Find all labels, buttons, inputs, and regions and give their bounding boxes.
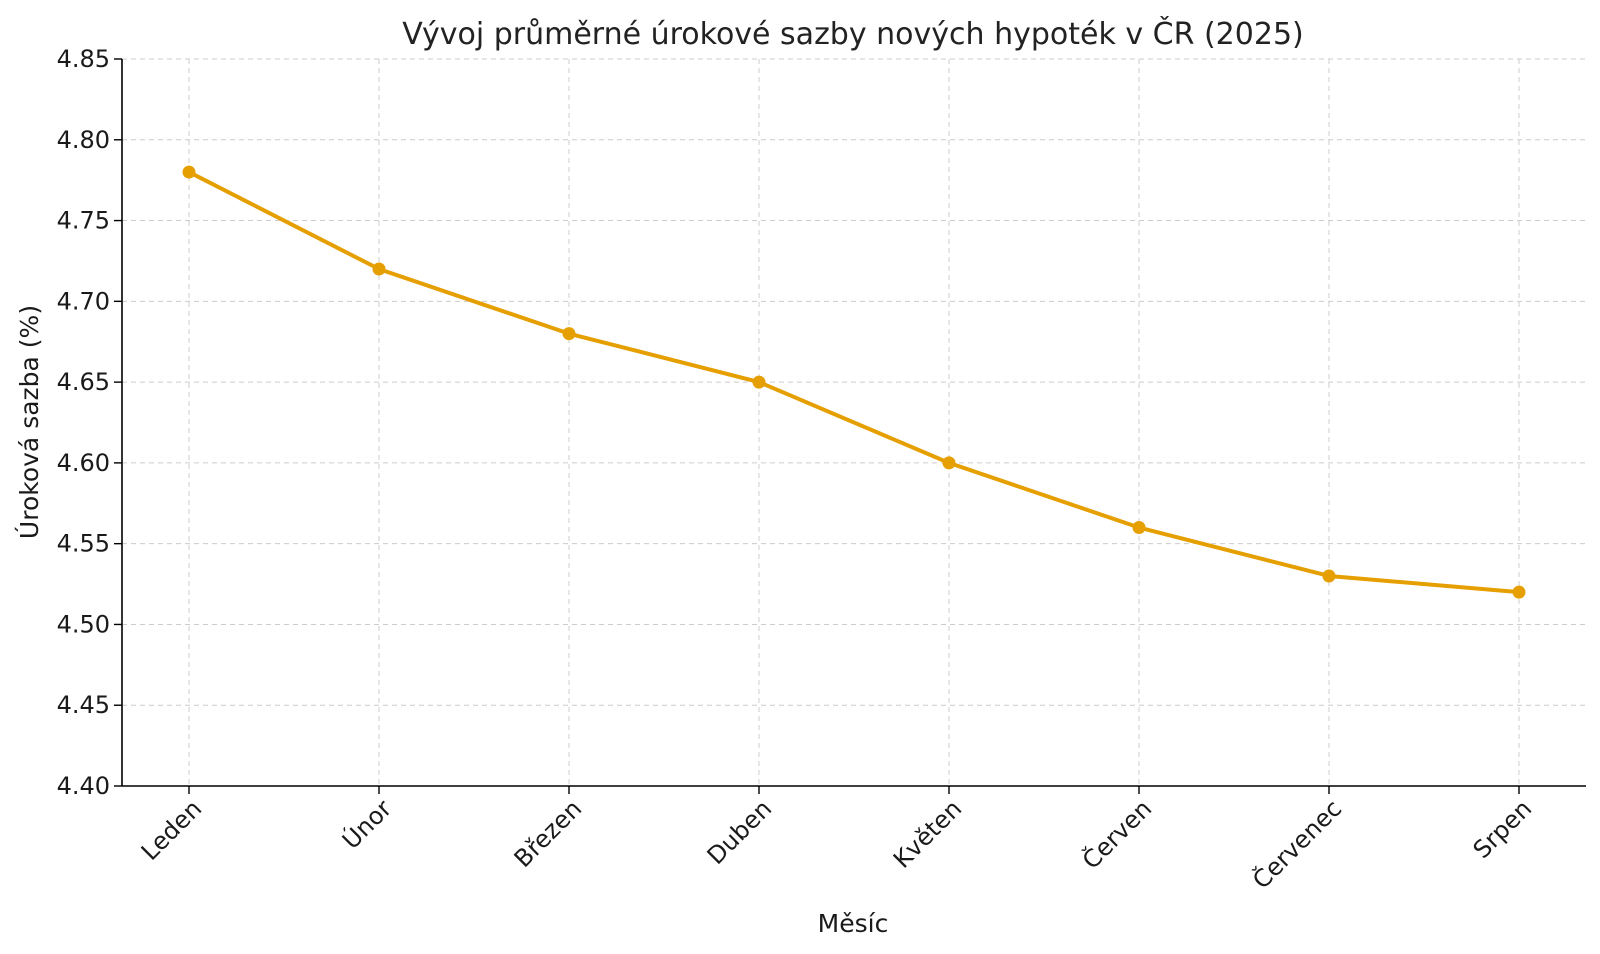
x-tick-label: Červen bbox=[1076, 793, 1158, 875]
x-tick-label: Únor bbox=[335, 793, 397, 855]
x-axis-title: Měsíc bbox=[818, 909, 889, 938]
x-tick-label: Leden bbox=[136, 794, 207, 865]
y-axis-title: Úroková sazba (%) bbox=[14, 305, 44, 539]
axes bbox=[121, 59, 1586, 787]
data-point bbox=[372, 262, 386, 276]
y-tick-label: 4.55 bbox=[57, 530, 110, 558]
x-ticks: Leden Únor Březen Duben Květen Červen Červenec… bbox=[136, 786, 1537, 895]
data-point bbox=[752, 375, 766, 389]
x-tick-label: Duben bbox=[702, 794, 778, 870]
data-point bbox=[1322, 569, 1336, 583]
y-ticks: 4.40 4.45 4.50 4.55 4.60 4.65 4.70 4.75 4.80 4.85 bbox=[57, 45, 122, 800]
grid bbox=[122, 58, 1586, 787]
x-tick-label: Červenec bbox=[1246, 793, 1347, 894]
x-tick-label: Srpen bbox=[1468, 794, 1538, 864]
data-point bbox=[1132, 521, 1146, 535]
y-tick-label: 4.60 bbox=[57, 449, 110, 477]
series-line bbox=[187, 170, 1521, 595]
data-point bbox=[562, 327, 576, 341]
y-tick-label: 4.85 bbox=[57, 45, 110, 73]
chart-title: Vývoj průměrné úrokové sazby nových hypo… bbox=[402, 15, 1303, 52]
data-point bbox=[1512, 585, 1526, 599]
y-tick-label: 4.70 bbox=[57, 287, 110, 315]
y-tick-label: 4.65 bbox=[57, 368, 110, 396]
x-tick-label: Březen bbox=[509, 794, 588, 873]
y-tick-label: 4.80 bbox=[57, 126, 110, 154]
series bbox=[182, 165, 1526, 599]
y-tick-label: 4.75 bbox=[57, 207, 110, 235]
y-tick-label: 4.45 bbox=[57, 691, 110, 719]
x-tick-label: Květen bbox=[888, 794, 967, 873]
y-tick-label: 4.40 bbox=[57, 772, 110, 800]
data-point bbox=[182, 165, 196, 179]
y-tick-label: 4.50 bbox=[57, 610, 110, 638]
data-point bbox=[942, 456, 956, 470]
